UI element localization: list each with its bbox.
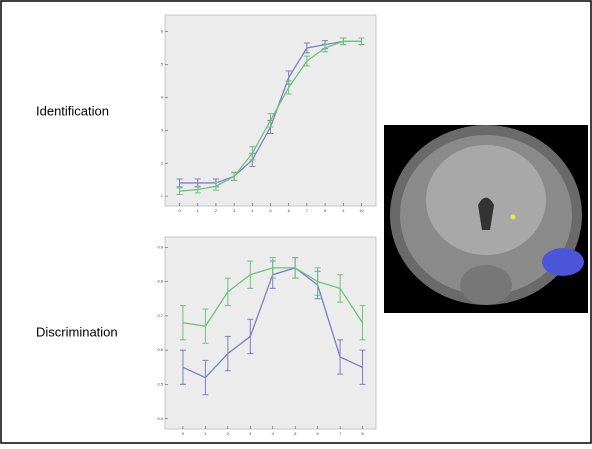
figure: Identification123456012345678910Discrimi…: [0, 0, 592, 444]
brainstem: [460, 265, 512, 305]
y-tick-label: 0.9: [157, 244, 163, 249]
chart-label: Discrimination: [36, 324, 118, 339]
plot-area: [165, 237, 376, 429]
activation-blue: [542, 248, 584, 276]
y-tick-label: 0.7: [157, 313, 163, 318]
activation-yellow: [511, 215, 516, 220]
y-tick-label: 0.6: [157, 347, 163, 352]
x-tick-label: 10: [359, 208, 364, 213]
chart-label: Identification: [36, 103, 109, 118]
y-tick-label: 0.5: [157, 381, 163, 386]
plot-area: [165, 15, 376, 206]
y-tick-label: 0.4: [157, 416, 163, 421]
brain-image: [384, 125, 588, 313]
y-tick-label: 0.8: [157, 279, 163, 284]
